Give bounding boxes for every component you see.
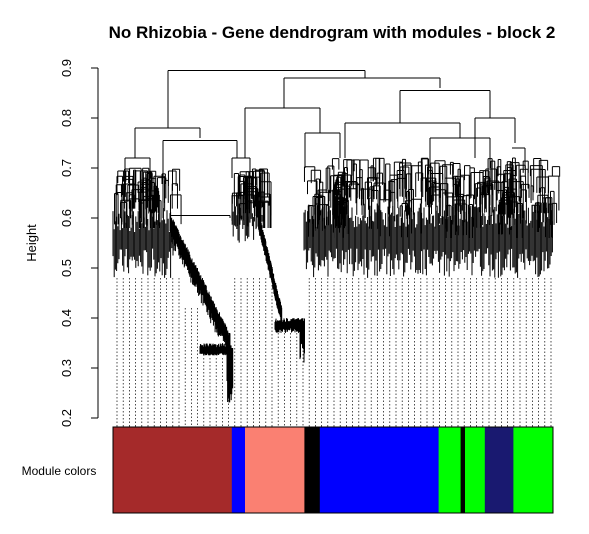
module-color-segment xyxy=(245,427,305,513)
dendrogram-branch xyxy=(257,210,305,363)
y-axis-label: Height xyxy=(24,224,39,262)
module-color-segment xyxy=(484,427,514,513)
chart-title: No Rhizobia - Gene dendrogram with modul… xyxy=(109,23,556,42)
module-color-segment xyxy=(460,427,466,513)
module-colors-label: Module colors xyxy=(22,464,97,478)
module-color-segment xyxy=(113,427,233,513)
y-axis: 0.2 0.3 0.4 0.5 0.6 0.7 0.8 0.9 Height xyxy=(24,59,99,427)
module-color-segment xyxy=(438,427,462,513)
y-tick-label: 0.9 xyxy=(59,59,74,77)
y-tick-label: 0.7 xyxy=(59,159,74,177)
module-color-segment xyxy=(304,427,321,513)
dendrogram-branch xyxy=(303,157,561,238)
module-color-bar xyxy=(112,426,554,514)
dendrogram-branch xyxy=(114,167,182,228)
module-color-segment xyxy=(465,427,486,513)
y-tick-label: 0.6 xyxy=(59,209,74,227)
dendrogram-branch xyxy=(124,70,526,218)
leaf-drop-lines xyxy=(116,278,552,427)
y-tick-label: 0.4 xyxy=(59,309,74,327)
dendrogram-branch xyxy=(169,213,234,403)
module-color-bar-border xyxy=(112,426,554,514)
module-color-segment xyxy=(319,427,440,513)
dendrogram-branch xyxy=(303,203,553,278)
dendrogram-tree xyxy=(112,70,561,403)
dendrogram-branch xyxy=(112,208,175,278)
y-tick-label: 0.2 xyxy=(59,409,74,427)
y-tick-label: 0.5 xyxy=(59,259,74,277)
y-tick-label: 0.8 xyxy=(59,109,74,127)
y-tick-label: 0.3 xyxy=(59,359,74,377)
module-color-segment xyxy=(231,427,246,513)
module-color-segment xyxy=(513,427,554,513)
